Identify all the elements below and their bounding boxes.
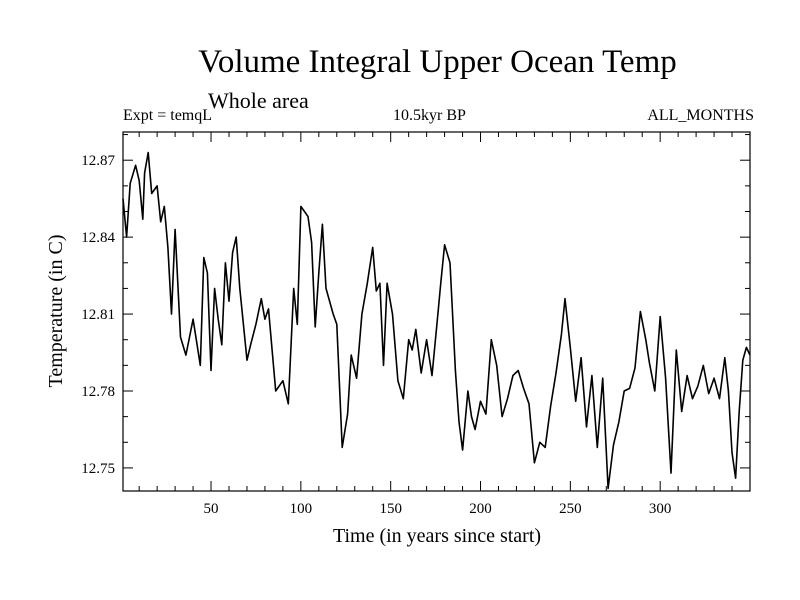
series-line-temqL	[122, 151, 751, 490]
x-tick-label: 150	[379, 501, 402, 517]
x-tick-label: 300	[649, 501, 672, 517]
x-tick-label: 250	[559, 501, 582, 517]
chart-title: Volume Integral Upper Ocean Temp	[198, 44, 677, 80]
y-tick-label: 12.81	[81, 307, 115, 323]
y-tick-label: 12.75	[81, 461, 115, 477]
y-tick-label: 12.87	[81, 153, 115, 169]
experiment-label: Expt = temqL	[123, 107, 213, 124]
tick-layer: 50 100 150 200 250 300 12.75 12.78 12.81 12.84 12.…	[81, 132, 750, 517]
x-axis-label: Time (in years since start)	[333, 525, 541, 547]
y-tick-label: 12.84	[81, 230, 115, 246]
y-axis-label: Temperature (in C)	[45, 235, 67, 388]
x-tick-label: 100	[290, 501, 313, 517]
months-label: ALL_MONTHS	[647, 107, 754, 124]
y-tick-label: 12.78	[81, 384, 115, 400]
series-layer	[122, 151, 751, 490]
x-tick-label: 50	[204, 501, 219, 517]
plot-frame	[122, 131, 751, 492]
period-label: 10.5kyr BP	[393, 107, 466, 124]
chart-subtitle: Whole area	[208, 88, 309, 113]
x-tick-label: 200	[469, 501, 492, 517]
